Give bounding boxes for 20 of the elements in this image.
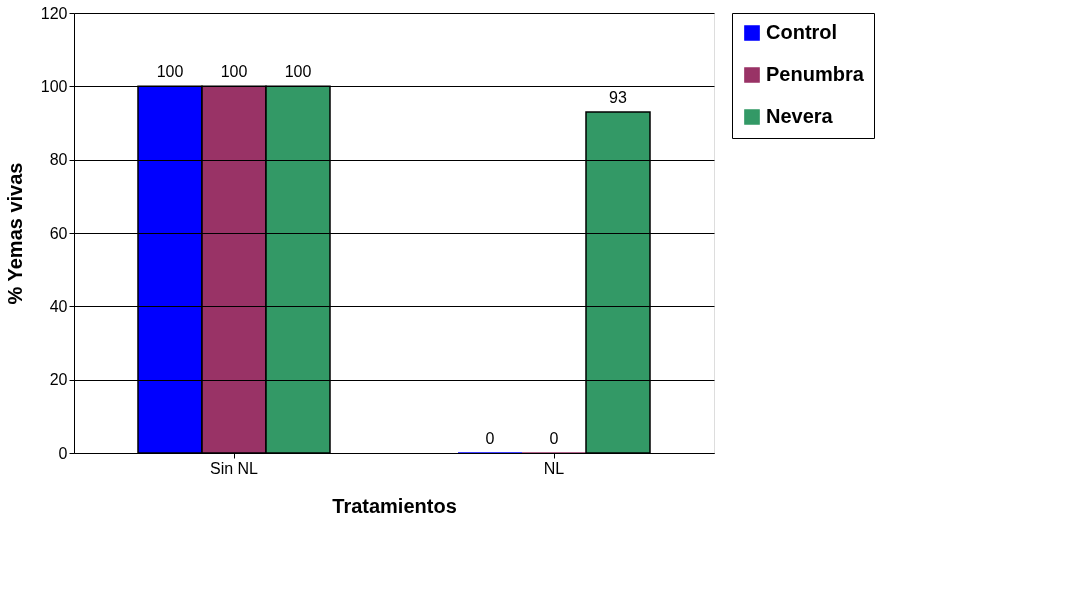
data-label: 100 (156, 63, 184, 81)
data-label: 100 (220, 63, 248, 81)
legend-label: Control (766, 21, 838, 43)
y-tick-label: 60 (49, 224, 68, 242)
y-tick-label: 40 (49, 297, 68, 315)
y-tick-label: 80 (49, 151, 68, 169)
y-tick-label: 20 (49, 371, 68, 389)
data-label: 0 (485, 430, 495, 447)
y-tick-label: 100 (40, 77, 68, 95)
data-label: 100 (284, 63, 312, 81)
legend-label: Penumbra (766, 63, 865, 85)
data-label: 0 (549, 430, 559, 447)
x-tick-label: NL (543, 459, 565, 477)
y-tick-label: 120 (40, 4, 68, 22)
y-axis-title: % Yemas vivas (3, 162, 26, 305)
x-axis-title: Tratamientos (332, 494, 457, 517)
x-tick-label: Sin NL (209, 459, 259, 477)
legend-label: Nevera (766, 105, 834, 127)
y-tick-label: 0 (58, 444, 68, 462)
data-label: 93 (609, 89, 627, 106)
